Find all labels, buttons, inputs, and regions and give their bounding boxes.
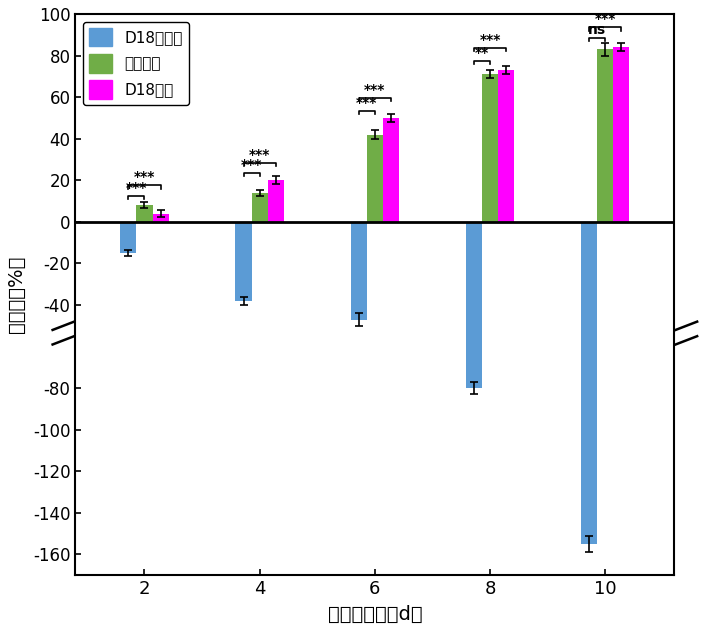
Bar [120, 222, 136, 253]
Y-axis label: 溶藻率（%）: 溶藻率（%） [7, 256, 26, 333]
Bar [351, 222, 367, 319]
Bar [367, 134, 383, 222]
Text: ***: *** [356, 95, 378, 110]
Bar [251, 192, 267, 222]
Text: ***: *** [249, 148, 270, 162]
Bar [152, 213, 168, 222]
Bar [498, 70, 515, 222]
Legend: D18菌悬液, 无菌滤液, D18菌液: D18菌悬液, 无菌滤液, D18菌液 [83, 21, 189, 105]
Text: ns: ns [588, 23, 607, 37]
Text: ***: *** [134, 170, 155, 184]
Text: ***: *** [241, 158, 263, 172]
Text: ***: *** [595, 13, 616, 27]
X-axis label: 共培养时间（d）: 共培养时间（d） [328, 605, 422, 624]
Text: ***: *** [479, 33, 501, 47]
Bar [482, 74, 498, 222]
Bar [383, 118, 399, 222]
Bar [466, 222, 482, 388]
Bar [136, 205, 152, 222]
Bar [581, 222, 597, 544]
Text: ***: *** [126, 181, 147, 195]
Text: **: ** [475, 45, 489, 60]
Bar [235, 222, 251, 301]
Text: ***: *** [364, 83, 385, 97]
Bar [267, 180, 284, 222]
Bar [597, 49, 614, 222]
Bar [614, 47, 630, 222]
